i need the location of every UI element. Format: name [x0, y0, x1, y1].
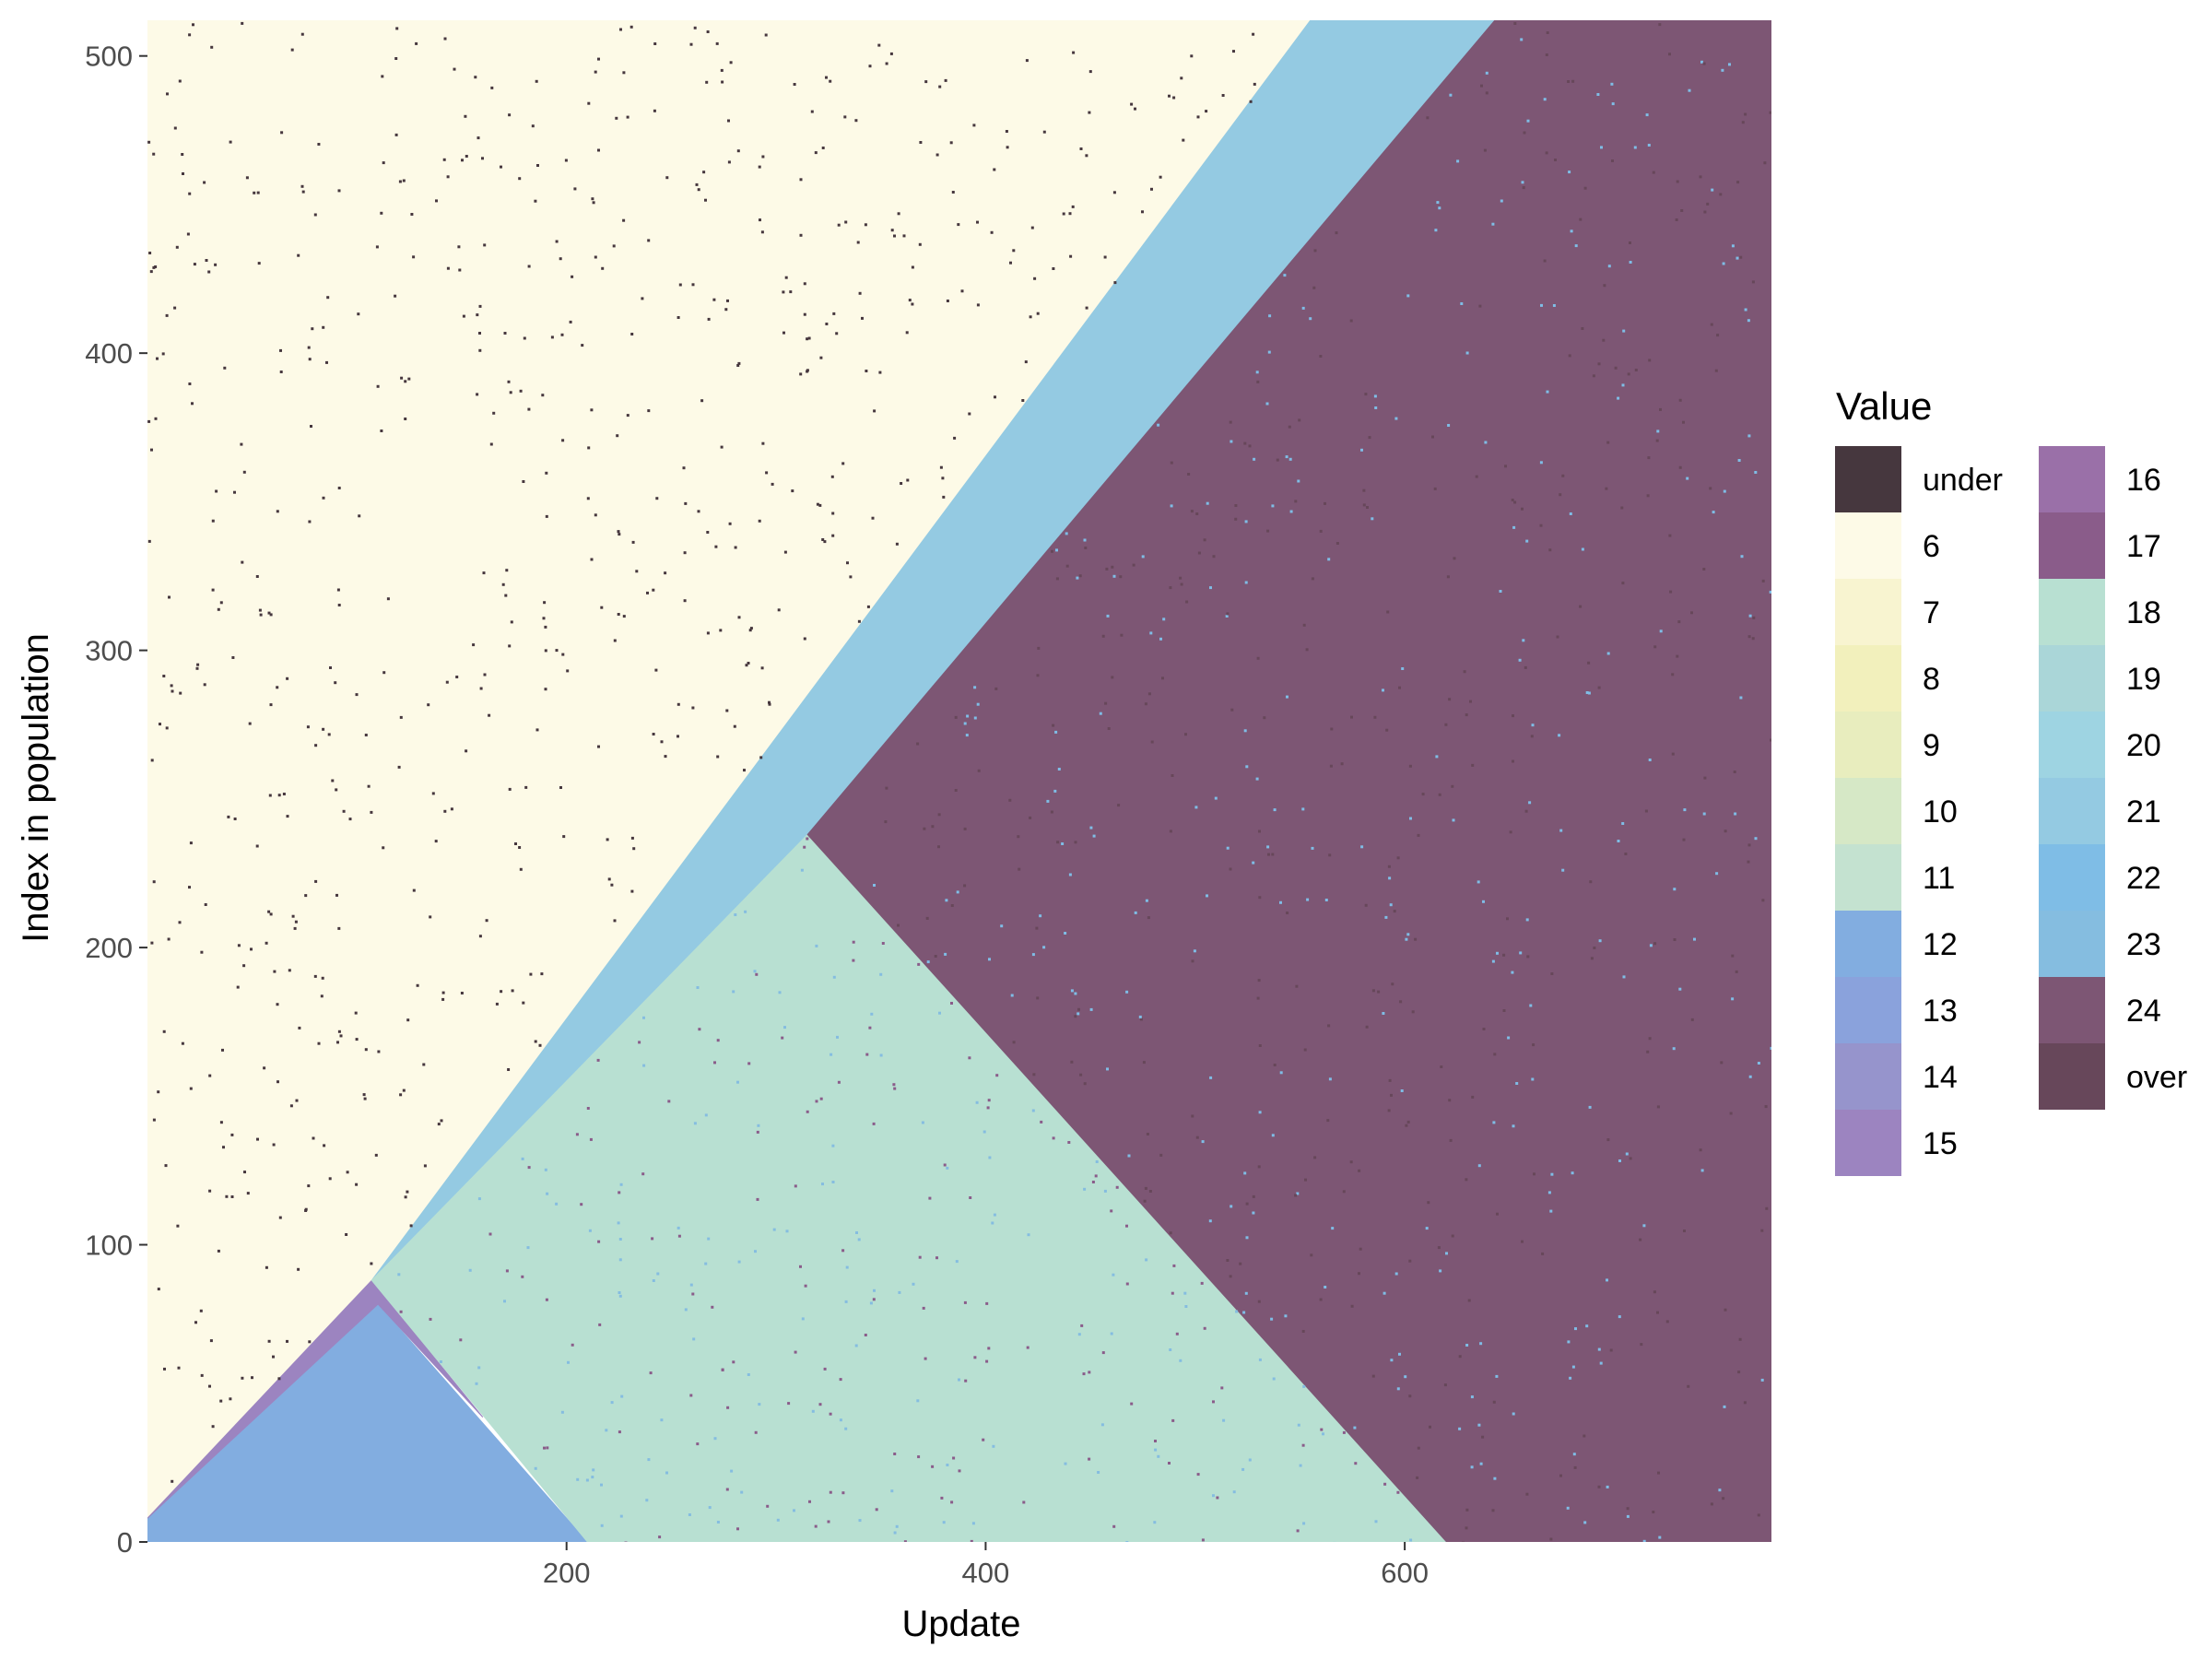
legend-key-19 — [2039, 645, 2105, 712]
legend-label-8: 8 — [1923, 662, 1940, 697]
legend-key-20 — [2039, 712, 2105, 778]
y-tick-label: 300 — [85, 635, 133, 667]
legend-key-8 — [1835, 645, 1901, 712]
x-tick-label: 200 — [543, 1557, 591, 1589]
y-tick-label: 400 — [85, 337, 133, 370]
legend-key-10 — [1835, 778, 1901, 844]
heatmap-region-18 — [371, 833, 1448, 1542]
x-axis: 200 400 600 — [543, 1542, 1429, 1589]
pixel-speckle — [147, 21, 1771, 1542]
y-tick-label: 100 — [85, 1230, 133, 1262]
legend-label-12: 12 — [1923, 927, 1958, 962]
legend-key-under — [1835, 446, 1901, 512]
legend-key-22 — [2039, 844, 2105, 911]
legend-label-7: 7 — [1923, 595, 1940, 630]
heatmap-region-15 — [147, 1279, 484, 1519]
legend-key-24 — [2039, 977, 2105, 1043]
legend-label-11: 11 — [1923, 861, 1955, 896]
legend-key-6 — [1835, 512, 1901, 579]
legend-label-9: 9 — [1923, 728, 1940, 763]
legend-label-22: 22 — [2126, 861, 2161, 896]
legend-label-16: 16 — [2126, 463, 2161, 498]
legend-label-13: 13 — [1923, 994, 1958, 1029]
legend: Value under 6 7 8 9 10 11 12 13 14 15 16 17 18 19 20 21 2… — [1835, 384, 2187, 1176]
legend-key-13 — [1835, 977, 1901, 1043]
legend-key-9 — [1835, 712, 1901, 778]
legend-label-23: 23 — [2126, 927, 2161, 962]
legend-key-18 — [2039, 579, 2105, 645]
legend-label-19: 19 — [2126, 662, 2161, 697]
legend-key-11 — [1835, 844, 1901, 911]
x-tick-label: 400 — [962, 1557, 1010, 1589]
legend-label-15: 15 — [1923, 1126, 1958, 1161]
legend-title: Value — [1836, 384, 1932, 428]
legend-key-12 — [1835, 911, 1901, 977]
legend-label-over: over — [2126, 1060, 2187, 1095]
x-tick-label: 600 — [1381, 1557, 1429, 1589]
legend-key-7 — [1835, 579, 1901, 645]
legend-label-14: 14 — [1923, 1060, 1958, 1095]
y-tick-label: 500 — [85, 41, 133, 73]
legend-key-17 — [2039, 512, 2105, 579]
legend-key-15 — [1835, 1110, 1901, 1176]
legend-key-over — [2039, 1043, 2105, 1110]
legend-key-21 — [2039, 778, 2105, 844]
legend-label-under: under — [1923, 463, 2003, 498]
legend-label-24: 24 — [2126, 994, 2161, 1029]
legend-label-21: 21 — [2126, 794, 2161, 830]
legend-label-17: 17 — [2126, 529, 2161, 564]
legend-label-20: 20 — [2126, 728, 2161, 763]
legend-label-18: 18 — [2126, 595, 2161, 630]
legend-label-6: 6 — [1923, 529, 1940, 564]
y-axis-title: Index in population — [16, 633, 56, 943]
heatmap-region-24 — [806, 20, 1771, 1542]
y-tick-label: 200 — [85, 932, 133, 964]
legend-key-23 — [2039, 911, 2105, 977]
x-axis-title: Update — [902, 1604, 1021, 1644]
legend-key-16 — [2039, 446, 2105, 512]
plot-panel — [147, 20, 1771, 1542]
y-axis: 0 100 200 300 400 500 — [85, 41, 147, 1559]
legend-label-10: 10 — [1923, 794, 1958, 830]
y-tick-label: 0 — [117, 1526, 133, 1559]
legend-key-14 — [1835, 1043, 1901, 1110]
